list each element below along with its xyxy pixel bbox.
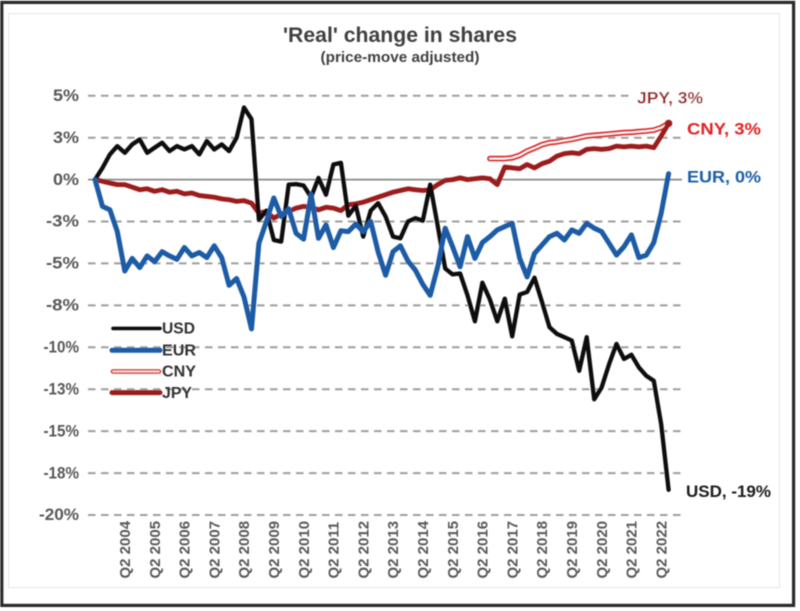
svg-text:USD: USD xyxy=(162,321,195,338)
svg-text:Q2 2018: Q2 2018 xyxy=(534,521,551,579)
svg-text:3%: 3% xyxy=(53,129,79,147)
svg-text:Q2 2012: Q2 2012 xyxy=(355,521,372,579)
svg-text:Q2 2020: Q2 2020 xyxy=(594,521,611,579)
svg-text:Q2 2008: Q2 2008 xyxy=(236,521,253,579)
svg-text:-8%: -8% xyxy=(46,297,79,315)
svg-text:Q2 2015: Q2 2015 xyxy=(445,521,462,579)
svg-text:Q2 2009: Q2 2009 xyxy=(266,521,283,579)
svg-text:Q2 2007: Q2 2007 xyxy=(206,521,223,579)
svg-text:Q2 2017: Q2 2017 xyxy=(504,521,521,579)
svg-text:(price-move adjusted): (price-move adjusted) xyxy=(321,49,480,66)
svg-text:5%: 5% xyxy=(53,87,79,105)
svg-text:Q2 2019: Q2 2019 xyxy=(564,521,581,579)
svg-text:-18%: -18% xyxy=(44,464,80,482)
svg-text:Q2 2006: Q2 2006 xyxy=(177,521,194,579)
svg-text:-20%: -20% xyxy=(39,506,79,524)
svg-text:Q2 2011: Q2 2011 xyxy=(326,522,343,579)
svg-text:-13%: -13% xyxy=(44,380,80,398)
svg-text:Q2 2010: Q2 2010 xyxy=(296,521,313,579)
svg-text:JPY, 3%: JPY, 3% xyxy=(637,89,703,108)
svg-text:-3%: -3% xyxy=(46,213,79,231)
svg-text:Q2 2005: Q2 2005 xyxy=(147,521,164,579)
svg-text:EUR, 0%: EUR, 0% xyxy=(687,168,761,187)
svg-text:-10%: -10% xyxy=(44,339,80,357)
svg-text:-5%: -5% xyxy=(46,255,79,273)
svg-text:'Real' change in shares: 'Real' change in shares xyxy=(283,23,517,47)
svg-text:CNY, 3%: CNY, 3% xyxy=(687,120,761,139)
svg-text:Q2 2004: Q2 2004 xyxy=(117,520,134,578)
svg-text:Q2 2014: Q2 2014 xyxy=(415,520,432,578)
svg-text:0%: 0% xyxy=(53,171,79,189)
svg-text:Q2 2016: Q2 2016 xyxy=(475,521,492,579)
svg-text:Q2 2013: Q2 2013 xyxy=(385,521,402,579)
svg-text:-15%: -15% xyxy=(44,422,80,440)
svg-text:USD, -19%: USD, -19% xyxy=(686,482,771,501)
svg-text:Q2 2022: Q2 2022 xyxy=(653,521,670,579)
svg-text:Q2 2021: Q2 2021 xyxy=(624,521,641,579)
svg-text:EUR: EUR xyxy=(162,343,196,360)
svg-text:JPY: JPY xyxy=(162,385,193,402)
svg-text:CNY: CNY xyxy=(162,364,197,381)
